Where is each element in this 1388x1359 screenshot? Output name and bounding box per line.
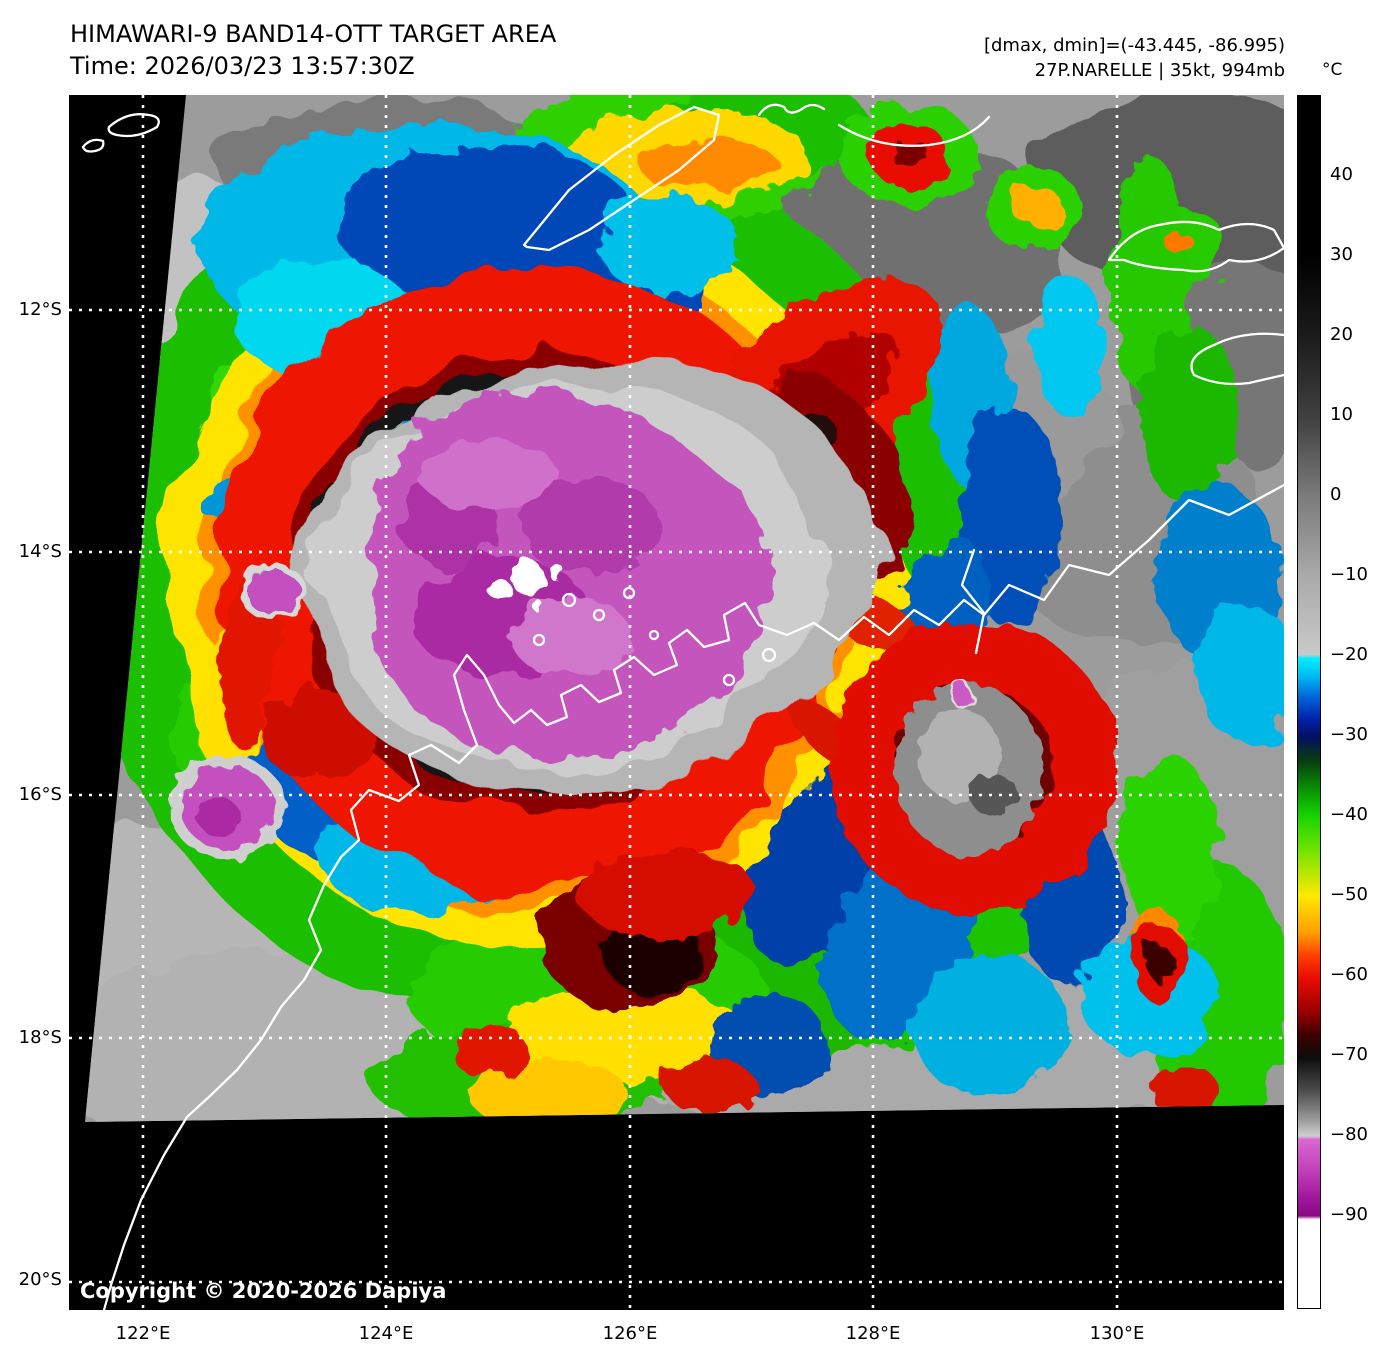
title-block: HIMAWARI-9 BAND14-OTT TARGET AREA Time: …: [70, 18, 556, 82]
western-magenta-cells: [169, 564, 307, 859]
colorbar-tick: 10: [1330, 404, 1353, 425]
coastline-gulf-inlet: [960, 548, 986, 655]
map-plot-area: [69, 95, 1286, 1312]
coastline-arc-top: [837, 115, 991, 147]
y-axis-label: 20°S: [18, 1269, 62, 1290]
colorbar-tick: −60: [1330, 964, 1368, 985]
colorbar-tick: −70: [1330, 1044, 1368, 1065]
coastline-nt-coast: [1190, 332, 1286, 386]
y-axis-label: 12°S: [18, 299, 62, 320]
coastline-timor-islets-2: [107, 113, 160, 138]
eastern-storm: [829, 622, 1119, 912]
colorbar: [1297, 95, 1321, 1309]
x-axis-label: 122°E: [115, 1323, 171, 1344]
colorbar-tick: −50: [1330, 884, 1368, 905]
coastline-kimberley: [102, 483, 1286, 1312]
x-axis-label: 124°E: [358, 1323, 414, 1344]
satellite-image: [69, 95, 1286, 1312]
colorbar-tick: 40: [1330, 164, 1353, 185]
coastline-island-chain: [522, 105, 721, 252]
x-axis-label: 130°E: [1089, 1323, 1145, 1344]
colorbar-tick: 20: [1330, 324, 1353, 345]
x-axis-label: 128°E: [845, 1323, 901, 1344]
coastlines: [81, 103, 1286, 1312]
coastline-islets-top: [757, 103, 826, 117]
colorbar-tick: −90: [1330, 1204, 1368, 1225]
coastline-timor-islets: [81, 138, 105, 153]
colorbar-tick: 0: [1330, 484, 1342, 505]
coastline-archipelago-islets: [532, 586, 777, 687]
y-axis-label: 16°S: [18, 784, 62, 805]
annotation-block: [dmax, dmin]=(-43.445, -86.995) 27P.NARE…: [984, 33, 1285, 83]
colorbar-unit: °C: [1322, 60, 1343, 80]
storm-readout: 27P.NARELLE | 35kt, 994mb: [1034, 60, 1285, 81]
copyright-notice: Copyright © 2020-2026 Dapiya: [80, 1279, 447, 1303]
colorbar-tick: −20: [1330, 644, 1368, 665]
colorbar-tick: −80: [1330, 1124, 1368, 1145]
y-axis-label: 18°S: [18, 1027, 62, 1048]
colorbar-tick: 30: [1330, 244, 1353, 265]
coastline-tiwi-islands: [1107, 220, 1286, 273]
dmax-dmin-readout: [dmax, dmin]=(-43.445, -86.995): [983, 35, 1285, 56]
overshooting-tops: [487, 559, 564, 613]
colorbar-tick: −40: [1330, 804, 1368, 825]
colorbar-tick: −30: [1330, 724, 1368, 745]
grid-lines: [69, 95, 1284, 1310]
page-title: HIMAWARI-9 BAND14-OTT TARGET AREA: [70, 20, 557, 48]
x-axis-label: 126°E: [602, 1323, 658, 1344]
timestamp: Time: 2026/03/23 13:57:30Z: [70, 52, 415, 80]
colorbar-tick: −10: [1330, 564, 1368, 585]
y-axis-label: 14°S: [18, 541, 62, 562]
